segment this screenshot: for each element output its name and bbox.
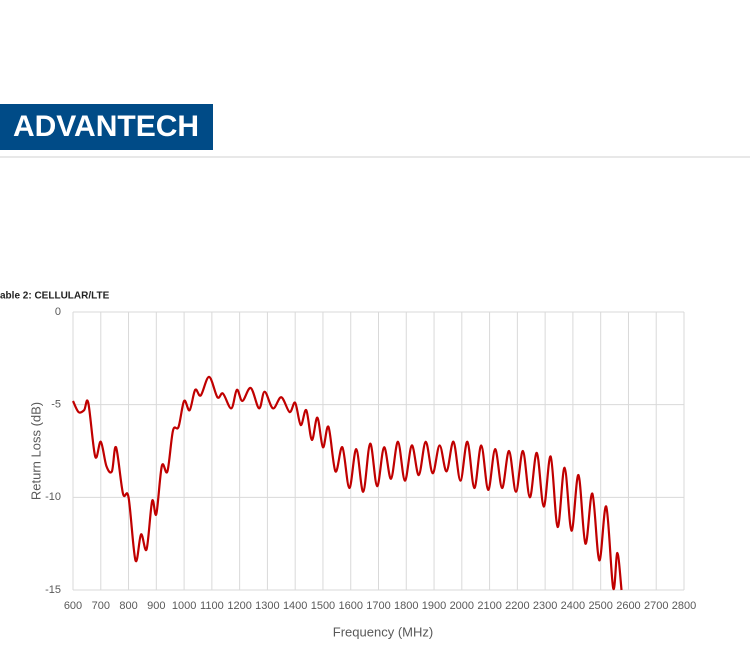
x-axis-title: Frequency (MHz) [333,624,433,639]
x-tick-label: 1600 [338,600,362,612]
x-tick-label: 2500 [588,600,612,612]
x-tick-label: 800 [119,600,137,612]
x-tick-label: 1200 [227,600,251,612]
x-tick-label: 1000 [172,600,196,612]
x-tick-label: 1100 [200,600,224,612]
x-tick-label: 900 [147,600,165,612]
x-tick-label: 2000 [450,600,474,612]
x-tick-label: 1700 [366,600,390,612]
y-axis-title: Return Loss (dB) [28,402,43,500]
x-tick-label: 1400 [283,600,307,612]
logo: ADVANTECH [13,110,199,143]
x-tick-label: 1800 [394,600,418,612]
x-tick-label: 700 [92,600,110,612]
x-tick-label: 2200 [505,600,529,612]
x-tick-label: 1300 [255,600,279,612]
caption: able 2: CELLULAR/LTE [0,291,110,302]
data-line [72,375,623,591]
y-tick-label: 0 [55,306,61,318]
x-tick-label: 1500 [311,600,335,612]
x-tick-label: 2100 [477,600,501,612]
y-tick-label: -5 [51,399,61,411]
x-tick-label: 2600 [616,600,640,612]
x-tick-label: 1900 [422,600,446,612]
x-tick-label: 600 [64,600,82,612]
x-tick-label: 2700 [644,600,668,612]
x-tick-label: 2300 [533,600,557,612]
logo-box [0,104,213,150]
y-tick-label: -15 [45,584,61,596]
y-tick-label: -10 [45,491,61,503]
x-tick-label: 2400 [561,600,585,612]
x-tick-label: 2800 [672,600,696,612]
